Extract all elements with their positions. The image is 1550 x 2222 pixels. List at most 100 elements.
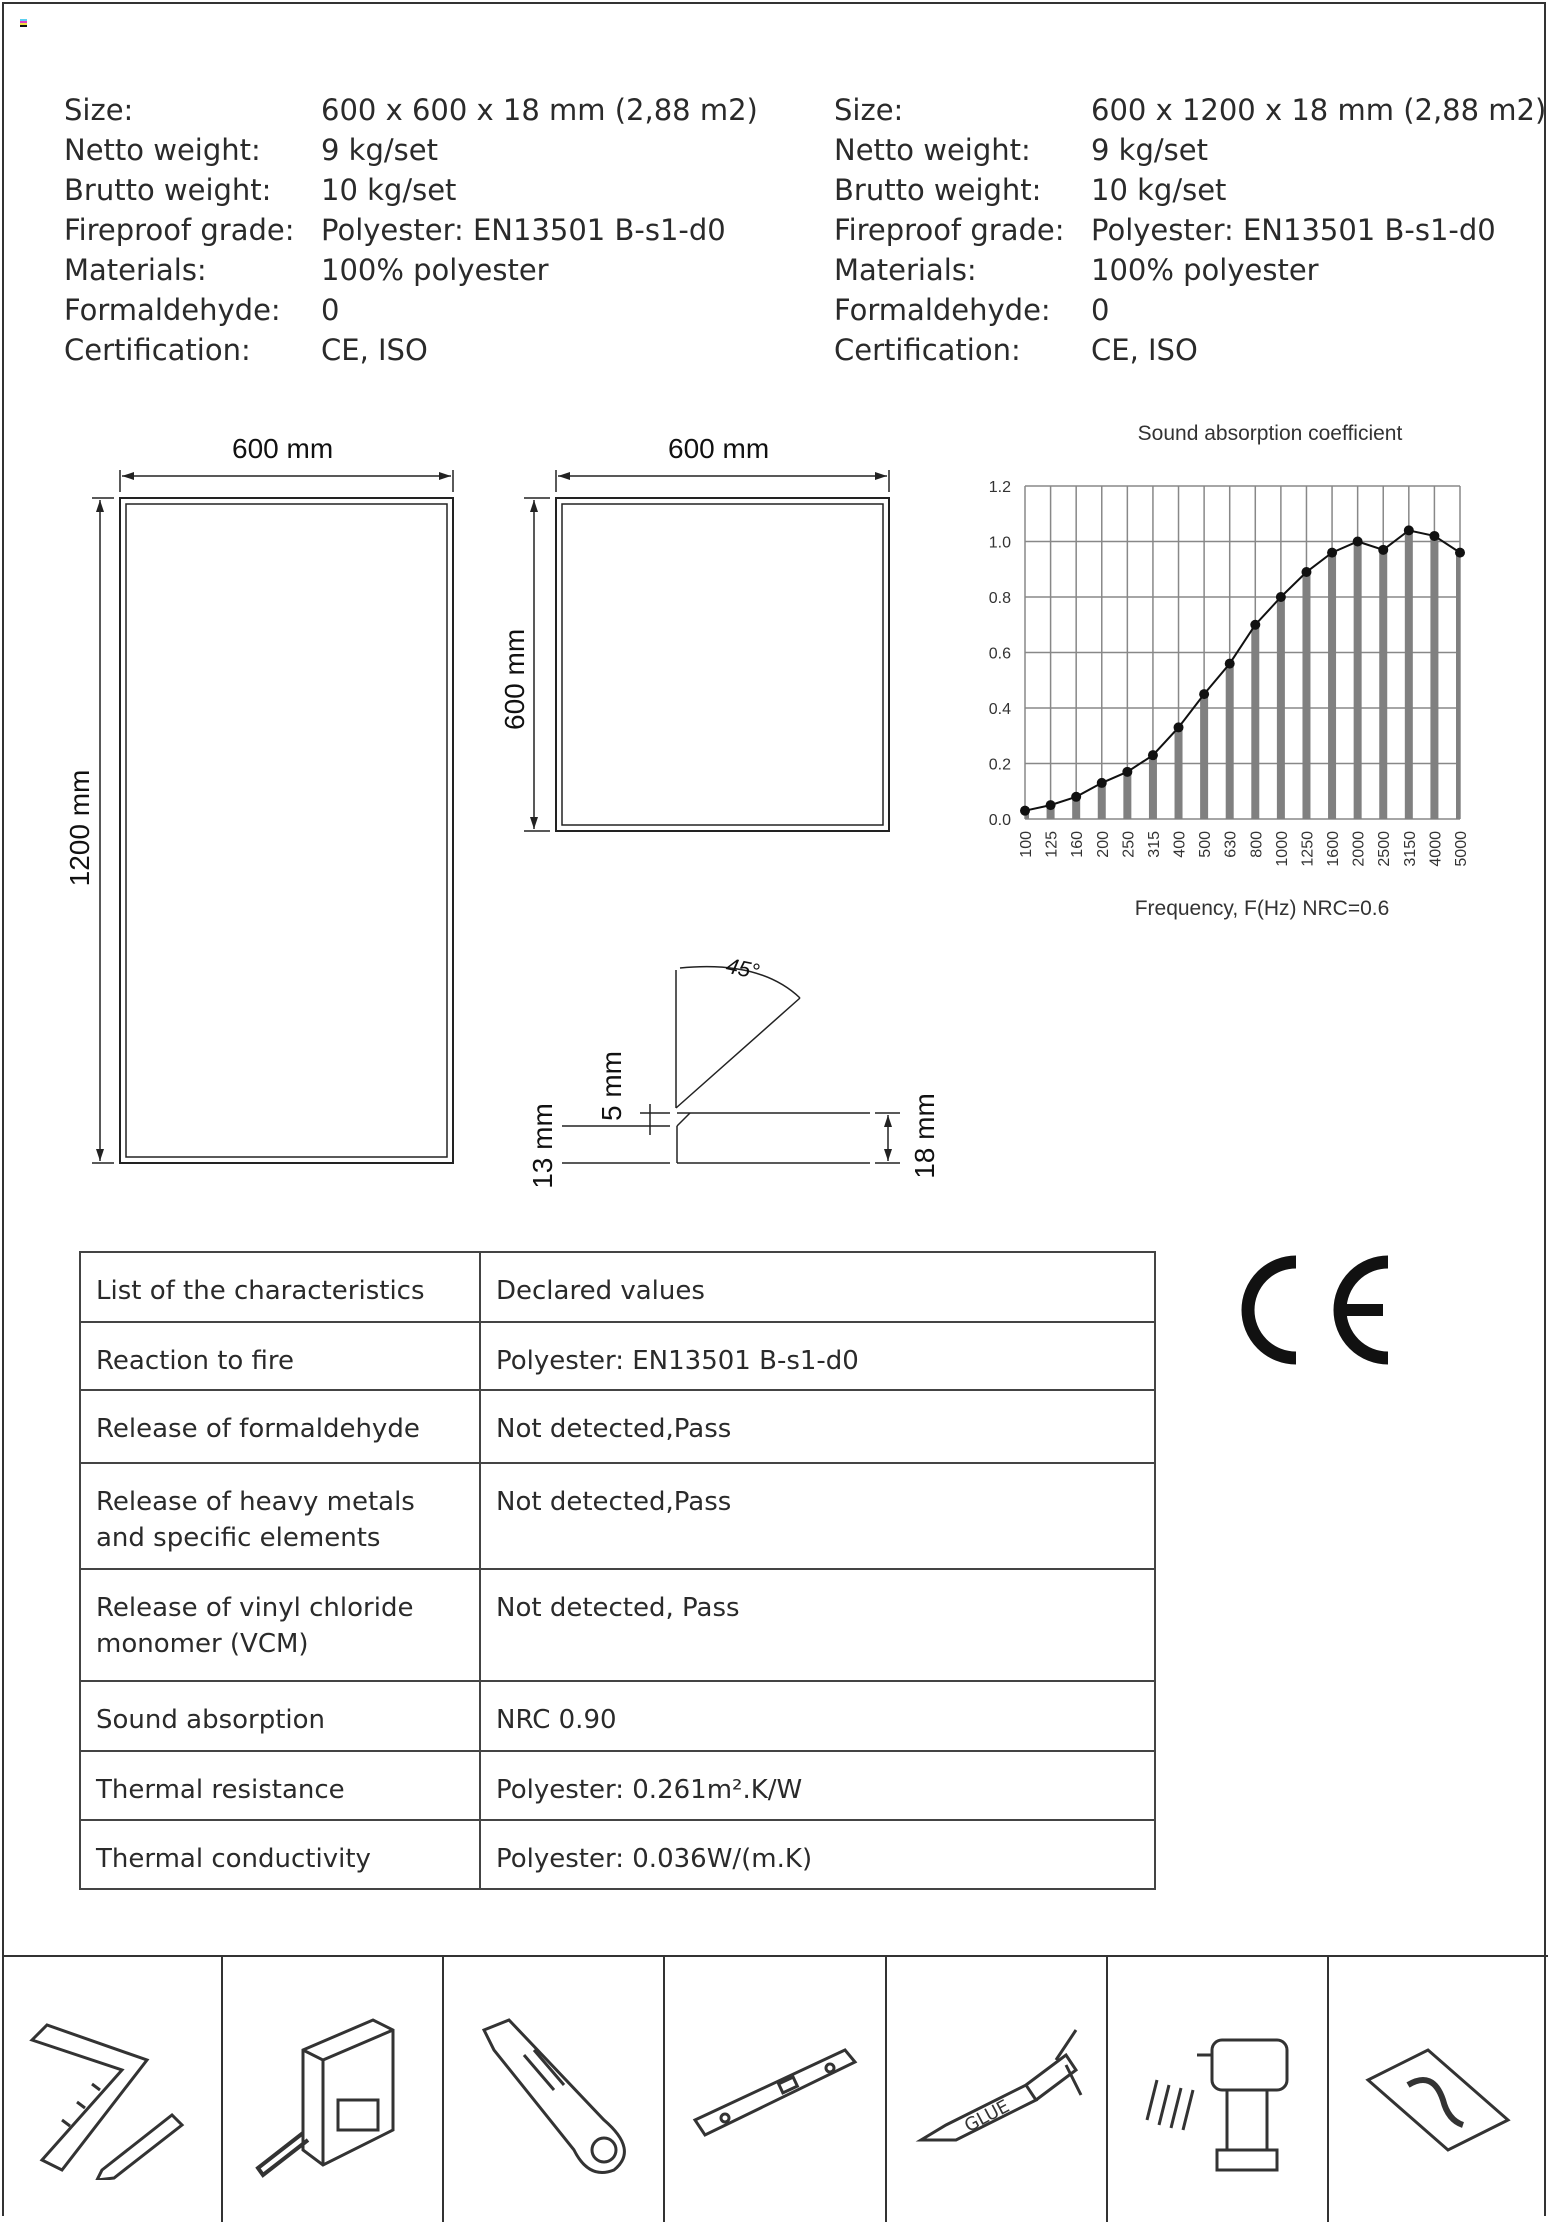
bar: [1353, 541, 1362, 819]
ce-mark-logo: [1241, 1255, 1389, 1365]
table-row: Release of formaldehyde Not detected,Pass: [79, 1389, 1156, 1464]
spec-row: Formaldehyde: 0: [834, 290, 1546, 330]
data-point: [1122, 766, 1133, 777]
x-tick-label: 3150: [1402, 831, 1419, 867]
spec-row: Formaldehyde: 0: [64, 290, 758, 330]
spec-row: Netto weight: 9 kg/set: [64, 130, 758, 170]
bar: [1328, 552, 1337, 819]
spec-row: Brutto weight: 10 kg/set: [64, 170, 758, 210]
sound-absorption-chart: Sound absorption coefficient Frequency, …: [989, 422, 1470, 920]
bar: [1174, 727, 1183, 819]
characteristic-cell: Release of vinyl chloride monomer (VCM): [79, 1568, 481, 1682]
x-tick-label: 315: [1146, 831, 1163, 858]
y-tick-label: 1.0: [989, 535, 1011, 552]
y-tick-label: 0.2: [989, 757, 1011, 774]
bevel-label: 5 mm: [596, 1051, 627, 1121]
spec-row: Brutto weight: 10 kg/set: [834, 170, 1546, 210]
spec-list-left: Size: 600 x 600 x 18 mm (2,88 m2) Netto we…: [64, 90, 758, 370]
table-row: Release of heavy metals and specific ele…: [79, 1462, 1156, 1570]
x-tick-label: 500: [1197, 831, 1214, 858]
dimension-drawings: [92, 470, 900, 1164]
panel-600x600-outline: [555, 497, 890, 832]
spec-label: Netto weight:: [834, 133, 1031, 167]
x-tick-label: 1600: [1325, 831, 1342, 867]
tool-cell: [2, 1957, 224, 2222]
y-tick-label: 1.2: [989, 479, 1011, 496]
characteristic-cell: Release of formaldehyde: [79, 1389, 481, 1464]
x-tick-label: 250: [1120, 831, 1137, 858]
characteristic-cell: Reaction to fire: [79, 1321, 481, 1391]
table-header-row: List of the characteristics Declared valu…: [79, 1251, 1156, 1323]
spec-row: Fireproof grade: Polyester: EN13501 B-s1-…: [834, 210, 1546, 250]
characteristic-cell: Thermal conductivity: [79, 1819, 481, 1890]
spec-label: Certification:: [64, 333, 251, 367]
bar: [1148, 755, 1157, 819]
bar: [1404, 530, 1413, 819]
value-cell: Declared values: [479, 1251, 1156, 1323]
table-row: Sound absorption NRC 0.90: [79, 1680, 1156, 1752]
tool-cell: GLUE: [887, 1957, 1108, 2222]
data-point: [1403, 525, 1414, 536]
spirit-level-icon: [692, 2047, 858, 2137]
color-registration-mark: [20, 19, 27, 27]
spec-row: Netto weight: 9 kg/set: [834, 130, 1546, 170]
data-point: [1199, 689, 1210, 700]
characteristic-cell: List of the characteristics: [79, 1251, 481, 1323]
data-point: [1224, 658, 1235, 669]
spec-label: Materials:: [834, 253, 977, 287]
drill-screws-icon: [1145, 2038, 1289, 2171]
series-line: [1024, 529, 1461, 812]
table-row: Reaction to fire Polyester: EN13501 B-s1-…: [79, 1321, 1156, 1391]
spec-value: 600 x 1200 x 18 mm (2,88 m2): [1091, 93, 1547, 127]
bar: [1200, 694, 1209, 819]
x-tick-label: 800: [1248, 831, 1265, 858]
edge-profile-detail: [562, 965, 900, 1164]
tool-cell: [1108, 1957, 1329, 2222]
x-tick-label: 2000: [1351, 831, 1368, 867]
spec-label: Size:: [64, 93, 134, 127]
bar: [1430, 535, 1439, 819]
spec-label: Certification:: [834, 333, 1021, 367]
glue-gun-icon: GLUE: [915, 2028, 1083, 2141]
spec-label: Materials:: [64, 253, 207, 287]
spec-value: 10 kg/set: [321, 173, 457, 207]
x-tick-label: 630: [1223, 831, 1240, 858]
dimension-arrowheads: [96, 472, 887, 1161]
panel-600x600-inner-outline: [561, 503, 884, 826]
tool-cell: [665, 1957, 887, 2222]
value-cell: Not detected,Pass: [479, 1389, 1156, 1464]
spec-label: Netto weight:: [64, 133, 261, 167]
spec-value: CE, ISO: [321, 333, 428, 367]
data-point: [1173, 722, 1184, 733]
spec-row: Fireproof grade: Polyester: EN13501 B-s1-…: [64, 210, 758, 250]
value-cell: Not detected, Pass: [479, 1568, 1156, 1682]
spec-label: Fireproof grade:: [64, 213, 295, 247]
spec-label: Brutto weight:: [834, 173, 1042, 207]
square-width-label: 600 mm: [668, 433, 770, 464]
table-row: Thermal conductivity Polyester: 0.036W/(m…: [79, 1819, 1156, 1890]
data-point: [1429, 530, 1440, 541]
bar: [1046, 805, 1055, 819]
data-point: [1147, 750, 1158, 761]
bar: [1276, 597, 1285, 819]
characteristic-cell: Release of heavy metals and specific ele…: [79, 1462, 481, 1570]
characteristics-table: List of the characteristics Declared valu…: [79, 1251, 1156, 1890]
data-point: [1250, 619, 1261, 630]
bar: [1072, 796, 1081, 819]
spec-label: Brutto weight:: [64, 173, 272, 207]
rect-width-label: 600 mm: [232, 433, 334, 464]
table-row: Release of vinyl chloride monomer (VCM) N…: [79, 1568, 1156, 1682]
spec-row: Size: 600 x 1200 x 18 mm (2,88 m2): [834, 90, 1546, 130]
data-point: [1020, 805, 1030, 816]
square-ruler-pencil-icon: [28, 2022, 184, 2180]
x-tick-label: 5000: [1453, 831, 1470, 867]
value-cell: Polyester: 0.036W/(m.K): [479, 1819, 1156, 1890]
square-height-label: 600 mm: [499, 628, 530, 730]
characteristic-cell: Sound absorption: [79, 1680, 481, 1752]
glue-label: GLUE: [961, 2095, 1013, 2136]
value-cell: Polyester: 0.261m².K/W: [479, 1750, 1156, 1821]
spec-value: 100% polyester: [1091, 253, 1319, 287]
bar: [1456, 552, 1460, 819]
x-tick-label: 4000: [1427, 831, 1444, 867]
